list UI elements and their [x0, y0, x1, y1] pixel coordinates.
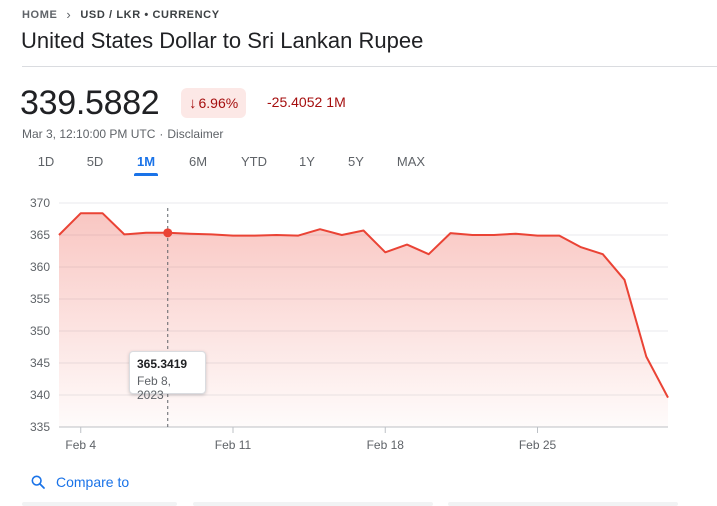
page-title: United States Dollar to Sri Lankan Rupee — [21, 28, 424, 53]
percent-change-badge: ↓ 6.96% — [181, 88, 247, 118]
price-chart-svg[interactable]: 370 365 360 355 350 345 340 335 Feb 4 Feb 11 Feb … — [0, 188, 717, 458]
absolute-change-value: -25.4052 — [267, 94, 323, 110]
arrow-down-icon: ↓ — [189, 94, 197, 112]
price-chart[interactable]: 370 365 360 355 350 345 340 335 Feb 4 Feb 11 Feb … — [0, 188, 717, 458]
compare-chip-placeholder — [22, 502, 177, 506]
divider — [22, 66, 717, 67]
x-tick-label: Feb 4 — [65, 438, 96, 452]
percent-change-value: 6.96% — [198, 95, 239, 111]
compare-to-label: Compare to — [56, 474, 130, 490]
compare-to-button[interactable]: Compare to — [30, 474, 129, 490]
separator-dot: · — [159, 127, 164, 141]
disclaimer-link[interactable]: Disclaimer — [167, 127, 224, 141]
price-line — [58, 212, 669, 399]
y-tick-label: 345 — [30, 356, 50, 370]
breadcrumb: HOME › USD / LKR • CURRENCY — [22, 7, 220, 22]
chevron-right-icon: › — [66, 7, 72, 22]
chart-tooltip: 365.3419 Feb 8, 2023 — [129, 351, 206, 402]
y-tick-label: 355 — [30, 292, 50, 306]
y-tick-label: 335 — [30, 420, 50, 434]
hover-point — [163, 228, 173, 238]
current-price: 339.5882 — [20, 84, 160, 122]
quote-timestamp-row: Mar 3, 12:10:00 PM UTC · Disclaimer — [22, 127, 223, 141]
absolute-change: -25.4052 1M — [267, 94, 346, 110]
y-tick-label: 370 — [30, 196, 50, 210]
breadcrumb-current: USD / LKR • CURRENCY — [80, 8, 220, 21]
compare-chip-placeholder — [193, 502, 433, 506]
tab-5d[interactable]: 5D — [86, 154, 104, 169]
tooltip-date: Feb 8, 2023 — [137, 374, 172, 402]
y-tick-label: 350 — [30, 324, 50, 338]
x-tick-label: Feb 11 — [215, 438, 252, 452]
change-period: 1M — [326, 94, 346, 110]
tab-max[interactable]: MAX — [396, 154, 426, 169]
tab-6m[interactable]: 6M — [188, 154, 208, 169]
y-tick-label: 360 — [30, 260, 50, 274]
x-tick-label: Feb 18 — [367, 438, 405, 452]
tab-1d[interactable]: 1D — [37, 154, 55, 169]
x-tick-label: Feb 25 — [519, 438, 557, 452]
search-icon — [31, 475, 45, 489]
tab-5y[interactable]: 5Y — [348, 154, 364, 169]
tab-1m[interactable]: 1M — [134, 150, 158, 176]
breadcrumb-home-link[interactable]: HOME — [22, 8, 58, 21]
price-area-fill — [59, 213, 668, 427]
tooltip-value: 365.3419 — [137, 357, 188, 371]
tab-1y[interactable]: 1Y — [299, 154, 315, 169]
y-tick-label: 365 — [30, 228, 50, 242]
quote-timestamp: Mar 3, 12:10:00 PM UTC — [22, 127, 156, 141]
compare-chip-placeholder — [448, 502, 678, 506]
tab-ytd[interactable]: YTD — [241, 154, 267, 169]
y-tick-label: 340 — [30, 388, 50, 402]
